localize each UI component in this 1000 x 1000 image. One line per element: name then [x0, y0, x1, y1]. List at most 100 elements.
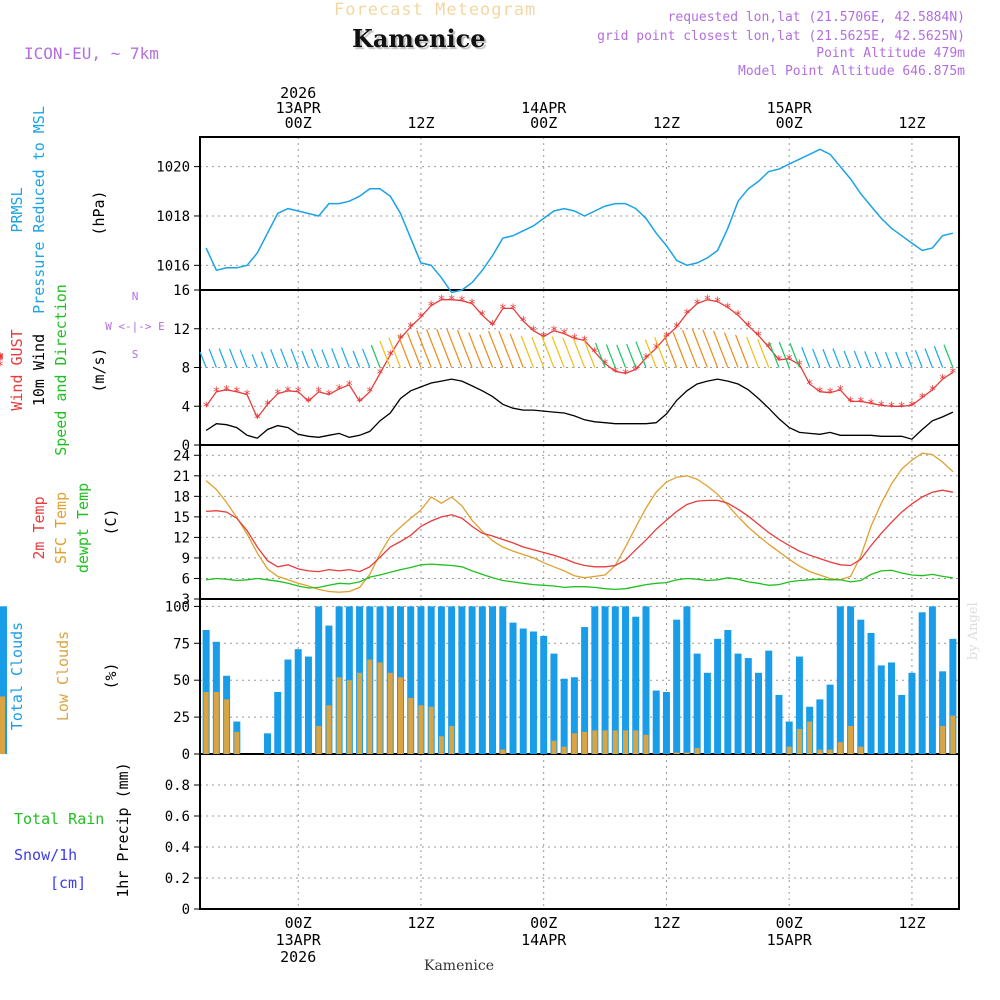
gust-marker: * — [376, 367, 384, 382]
gust-marker: * — [530, 325, 538, 340]
wind-unit-label: (m/s) — [90, 347, 108, 392]
wind-direction-arrow — [379, 340, 391, 368]
gust-marker: * — [437, 294, 445, 309]
low-cloud-bar — [827, 749, 833, 754]
wind-direction-arrow — [479, 334, 494, 368]
wind-direction-arrow — [456, 329, 473, 368]
gust-marker: * — [939, 373, 947, 388]
total-cloud-bar — [642, 606, 650, 754]
wind-direction-arrow — [768, 341, 780, 368]
wind-direction-arrow — [583, 340, 596, 368]
low-cloud-bar — [418, 705, 424, 754]
pressure-line — [205, 148, 954, 294]
model-label: ICON-EU, ~ 7km — [24, 44, 159, 63]
gust-marker: * — [898, 400, 906, 415]
total-cloud-bar — [632, 616, 640, 754]
gust-marker: * — [693, 298, 701, 313]
y-tick-label: 25 — [173, 710, 190, 726]
total-cloud-bar — [949, 638, 957, 754]
time-label-bottom: 15APR — [767, 931, 813, 949]
gust-marker: * — [345, 379, 353, 394]
wind-direction-arrow — [635, 341, 647, 368]
wind-direction-arrow — [199, 351, 207, 368]
total-cloud-bar — [437, 606, 445, 754]
gust-line — [205, 299, 954, 420]
gust-marker: * — [765, 341, 773, 356]
cloud-side-label: Low Clouds — [54, 631, 72, 721]
wind-direction-arrow — [290, 348, 299, 368]
pressure-side-label: PRMSL — [8, 187, 26, 232]
total-cloud-bar — [294, 649, 302, 754]
wind-direction-arrow — [488, 330, 504, 368]
low-cloud-bar — [336, 677, 342, 754]
wind-direction-arrow — [644, 339, 657, 368]
total-cloud-bar — [703, 672, 711, 754]
wind-direction-arrow — [229, 348, 238, 368]
wind-direction-arrow — [735, 334, 749, 368]
low-cloud-bar — [602, 730, 608, 754]
gust-marker: * — [949, 366, 957, 381]
gust-marker: * — [417, 311, 425, 326]
total-cloud-bar — [611, 606, 619, 754]
total-cloud-bar — [693, 653, 701, 754]
total-cloud-bar — [898, 694, 906, 754]
y-tick-label: 12 — [173, 530, 190, 546]
gust-marker: * — [806, 378, 814, 393]
low-cloud-bar — [326, 705, 332, 754]
total-cloud-bar — [540, 635, 548, 754]
wind-direction-arrow — [682, 329, 698, 368]
total-cloud-bar — [448, 606, 456, 754]
panel-frame — [199, 753, 960, 910]
low-cloud-bar — [234, 731, 240, 754]
total-cloud-bar — [673, 619, 681, 754]
low-cloud-bar — [397, 677, 403, 754]
gust-marker: * — [928, 384, 936, 399]
time-label-bottom: 00Z — [776, 914, 803, 932]
temp-side-label: SFC Temp — [52, 492, 70, 564]
low-cloud-bar — [684, 752, 690, 754]
time-label-bottom: 12Z — [653, 914, 680, 932]
total-cloud-bar — [284, 659, 292, 754]
low-cloud-bar — [346, 680, 352, 754]
gust-marker: * — [478, 309, 486, 324]
gust-marker: * — [509, 302, 517, 317]
product-title: Forecast Meteogram — [334, 0, 537, 20]
low-cloud-bar — [612, 730, 618, 754]
low-cloud-bar — [807, 721, 813, 754]
total-cloud-bar — [857, 619, 865, 754]
author-credit: by Angel — [966, 602, 981, 660]
wind-direction-arrow — [541, 335, 555, 368]
gust-marker: * — [243, 389, 251, 404]
total-cloud-bar — [877, 665, 885, 754]
gust-marker: * — [274, 388, 282, 403]
total-cloud-bar — [714, 638, 722, 754]
gust-marker: * — [325, 389, 333, 404]
low-cloud-bar — [643, 734, 649, 754]
gust-marker: * — [632, 363, 640, 378]
gust-marker: * — [253, 412, 261, 427]
sfc-temp-line — [205, 452, 954, 593]
total-cloud-bar — [826, 684, 834, 754]
wind-direction-arrow — [594, 342, 606, 368]
gust-marker: * — [0, 353, 4, 368]
y-tick-label: 1016 — [156, 258, 190, 274]
total-cloud-bar — [755, 672, 763, 754]
y-tick-label: 15 — [173, 510, 190, 526]
temp-side-label: dewpt Temp — [74, 483, 92, 573]
time-label-top: 00Z — [285, 114, 312, 132]
wind-direction-arrow — [801, 347, 811, 368]
gust-marker: * — [724, 301, 732, 316]
wind-direction-arrow — [943, 344, 954, 368]
wind-direction-arrow — [562, 337, 575, 368]
gust-marker: * — [683, 307, 691, 322]
gust-marker: * — [0, 352, 4, 367]
wind-direction-arrow — [509, 333, 524, 368]
y-tick-label: 4 — [182, 399, 190, 415]
precip-rain-label: Total Rain — [14, 810, 104, 828]
time-label-top: 12Z — [653, 114, 680, 132]
gust-marker: * — [734, 309, 742, 324]
total-cloud-bar — [775, 694, 783, 754]
low-cloud-bar — [203, 692, 209, 754]
gust-marker: * — [366, 386, 374, 401]
